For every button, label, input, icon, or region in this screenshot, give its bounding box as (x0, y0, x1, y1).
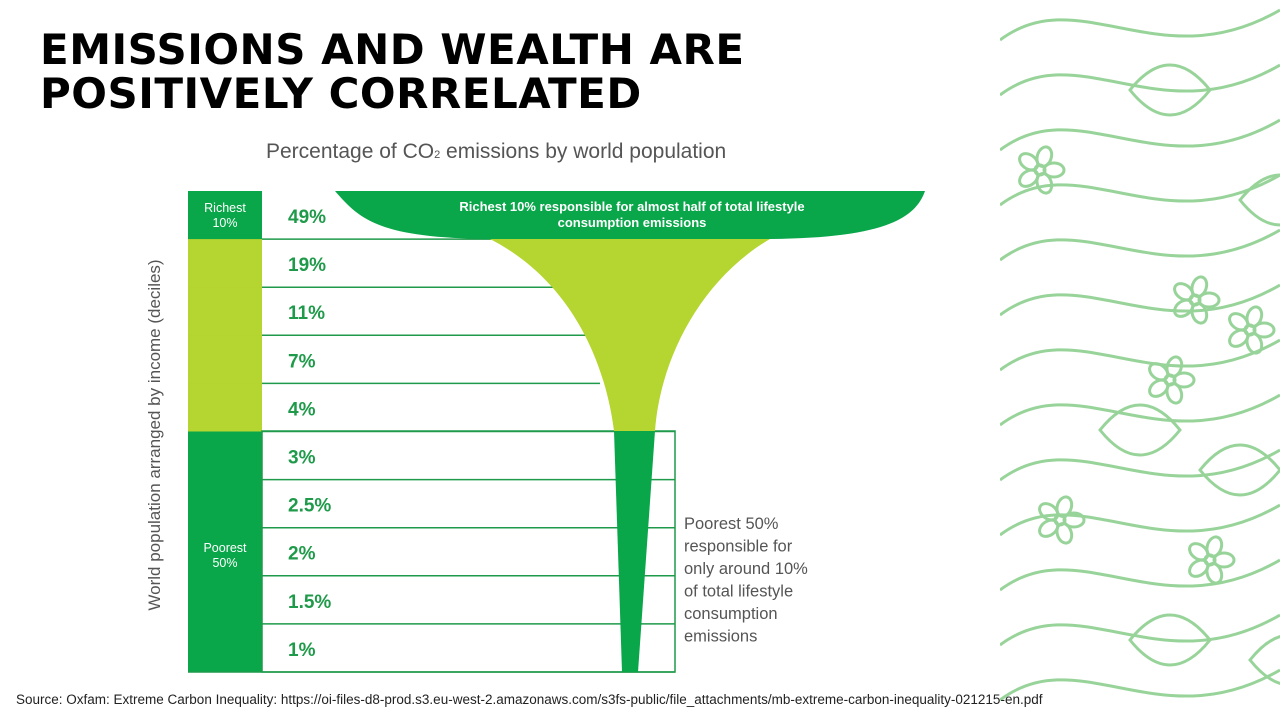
value-label: 2% (288, 544, 316, 565)
y-axis-label: World population arranged by income (dec… (145, 259, 164, 610)
decile-group-cell (188, 527, 262, 577)
poorest-label-line1: Poorest (203, 541, 247, 555)
source-citation: Source: Oxfam: Extreme Carbon Inequality… (16, 692, 1043, 707)
value-label: 49% (288, 207, 326, 228)
value-label: 3% (288, 448, 316, 469)
value-label: 1.5% (288, 592, 331, 613)
value-label: 1% (288, 640, 316, 661)
value-label: 11% (288, 303, 325, 324)
decile-group-cell (188, 287, 262, 336)
poorest-box (261, 430, 676, 673)
richest-annotation-line2: consumption emissions (558, 215, 707, 230)
decile-group-cell (188, 479, 262, 529)
decile-group-cell (188, 383, 262, 432)
poorest-annotation-line: consumption (684, 605, 778, 623)
value-label: 2.5% (288, 496, 331, 517)
decile-group-cell (188, 431, 262, 481)
slide-title: EMISSIONS AND WEALTH ARE POSITIVELY CORR… (40, 25, 745, 118)
floral-decoration (999, 0, 1280, 725)
floral-pattern-icon (999, 8, 1280, 725)
funnel-poor-stem (614, 431, 655, 672)
funnel-top-band (335, 191, 925, 239)
poorest-label-line2: 50% (212, 556, 237, 570)
poorest-annotation-line: of total lifestyle (684, 583, 793, 601)
funnel-rich-cone (490, 239, 770, 431)
poorest-annotation-line: only around 10% (684, 560, 808, 578)
value-label: 7% (288, 351, 316, 372)
emissions-funnel-chart: World population arranged by income (dec… (145, 191, 925, 673)
decile-group-cell (188, 575, 262, 625)
chart-title: Percentage of CO2 emissions by world pop… (266, 140, 727, 163)
richest-annotation-line1: Richest 10% responsible for almost half … (459, 199, 804, 214)
richest-label-line1: Richest (204, 201, 246, 215)
decile-group-cell (188, 335, 262, 384)
poorest-annotation-line: Poorest 50% (684, 515, 779, 533)
richest-label-line2: 10% (212, 216, 237, 230)
value-label: 4% (288, 399, 316, 420)
poorest-annotation-line: responsible for (684, 538, 793, 556)
decile-group-cell (188, 623, 262, 673)
decile-group-cell (188, 191, 262, 240)
decile-group-cell (188, 239, 262, 288)
poorest-annotation-line: emissions (684, 628, 757, 646)
value-label: 19% (288, 255, 326, 276)
